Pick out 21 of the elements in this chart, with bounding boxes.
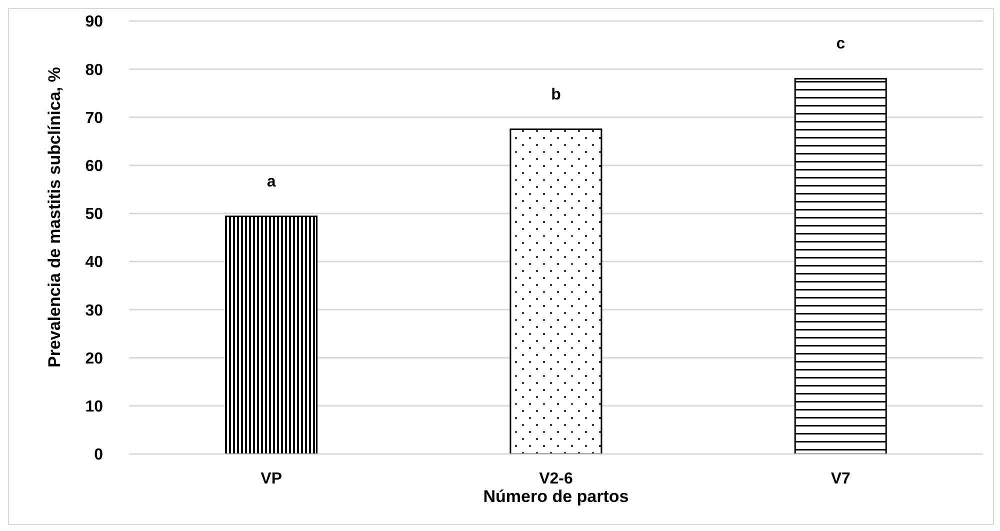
- x-tick-label: V7: [830, 470, 851, 488]
- annotation: c: [836, 36, 846, 53]
- y-tick-label: 60: [85, 158, 104, 176]
- y-tick-label: 50: [85, 206, 104, 224]
- y-tick-label: 0: [94, 446, 104, 464]
- x-tick-label: V2-6: [539, 470, 573, 488]
- y-tick-label: 90: [85, 14, 104, 31]
- bar: [225, 216, 318, 454]
- y-tick-label: 40: [85, 254, 104, 272]
- y-axis-title: Prevalencia de mastitis subclínica, %: [45, 67, 64, 368]
- y-tick-label: 10: [85, 398, 104, 416]
- annotation: a: [266, 173, 276, 190]
- x-axis-title: Número de partos: [483, 487, 629, 506]
- bar: [794, 78, 887, 454]
- y-tick-label: 30: [85, 302, 104, 320]
- y-tick-label: 20: [85, 350, 104, 368]
- annotation: b: [551, 86, 562, 104]
- bar: [510, 128, 602, 454]
- x-tick-label: VP: [260, 470, 282, 488]
- y-tick-label: 70: [85, 110, 104, 127]
- y-tick-label: 80: [85, 62, 104, 79]
